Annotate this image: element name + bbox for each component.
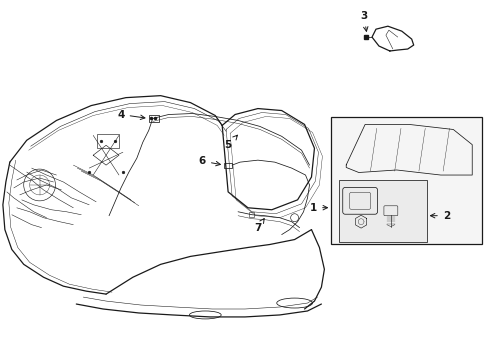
Bar (97, 134, 119, 148)
Bar (224, 163, 232, 168)
Bar (331, 117, 482, 244)
Text: 2: 2 (430, 211, 450, 221)
Bar (149, 114, 159, 122)
Bar (249, 212, 254, 217)
Text: 5: 5 (224, 135, 238, 150)
Text: 7: 7 (254, 219, 264, 233)
Bar (339, 180, 427, 242)
Text: 6: 6 (199, 156, 221, 166)
Text: 3: 3 (361, 11, 368, 31)
Text: 1: 1 (310, 203, 327, 213)
Text: 4: 4 (117, 109, 145, 120)
